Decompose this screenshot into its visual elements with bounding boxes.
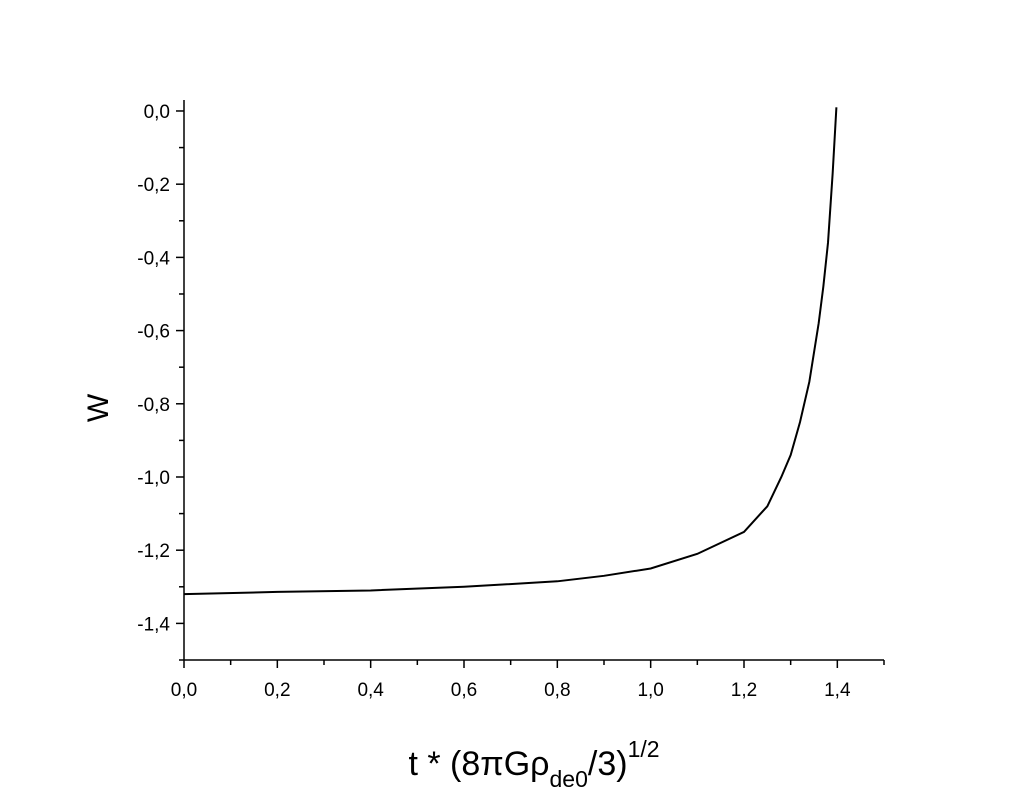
y-tick-label: -0,2 <box>137 175 170 196</box>
x-axis-title: t * (8πGρde0/3)1/2 <box>408 736 659 792</box>
line-series <box>183 107 838 596</box>
x-title-sub: de0 <box>550 766 588 792</box>
x-title-main: t * (8πGρ <box>408 745 549 783</box>
y-axis-title: W <box>82 393 115 422</box>
y-tick-label: -1,0 <box>137 468 170 489</box>
y-tick-label: -0,6 <box>137 322 170 343</box>
y-tick-label: -1,4 <box>137 614 170 635</box>
x-tick-label: 0,4 <box>357 680 384 701</box>
y-tick-label: -0,4 <box>137 248 170 269</box>
x-tick-label: 1,2 <box>731 680 757 701</box>
x-tick-label: 1,0 <box>637 680 663 701</box>
x-title-sup: 1/2 <box>628 736 660 762</box>
x-tick-label: 1,4 <box>824 680 851 701</box>
y-tick-label: 0,0 <box>144 102 170 123</box>
x-tick-label: 0,2 <box>264 680 290 701</box>
y-tick-label: -0,8 <box>137 395 170 416</box>
x-title-rest: /3) <box>588 745 628 783</box>
x-tick-label: 0,8 <box>544 680 570 701</box>
x-tick-label: 0,0 <box>171 680 197 701</box>
y-tick-label: -1,2 <box>137 541 170 562</box>
x-tick-label: 0,6 <box>451 680 477 701</box>
